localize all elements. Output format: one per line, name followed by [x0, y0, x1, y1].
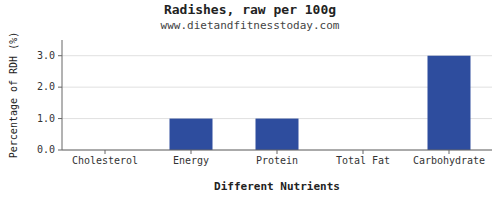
- y-tick-label: 3.0: [37, 50, 55, 61]
- x-tick-label: Cholesterol: [72, 155, 138, 166]
- x-tick-label: Protein: [256, 155, 298, 166]
- x-axis: Cholesterol Energy Protein Total Fat Carbohy…: [72, 150, 485, 166]
- y-tick-label: 2.0: [37, 81, 55, 92]
- y-axis-line: [62, 40, 63, 150]
- x-tick-label: Carbohydrate: [413, 155, 485, 166]
- y-tick: [58, 87, 62, 88]
- subtitle: www.dietandfitnesstoday.com: [161, 19, 340, 32]
- y-tick-label: 0.0: [37, 144, 55, 155]
- y-tick: [58, 118, 62, 119]
- y-axis: 0.0 1.0 2.0 3.0: [37, 50, 62, 155]
- y-tick: [58, 150, 62, 151]
- x-tick-label: Energy: [173, 155, 209, 166]
- bar: [170, 119, 213, 150]
- bar: [256, 119, 299, 150]
- x-tick: [191, 150, 192, 154]
- y-tick: [58, 55, 62, 56]
- grid: [62, 56, 492, 150]
- y-tick-label: 1.0: [37, 113, 55, 124]
- x-tick: [277, 150, 278, 154]
- bar: [428, 56, 471, 150]
- chart-container: Radishes, raw per 100g www.dietandfitness…: [0, 0, 500, 200]
- bars: [170, 56, 471, 150]
- title: Radishes, raw per 100g: [164, 2, 336, 17]
- x-axis-label: Different Nutrients: [214, 180, 340, 193]
- x-tick: [105, 150, 106, 154]
- x-tick: [363, 150, 364, 154]
- x-tick-label: Total Fat: [336, 155, 390, 166]
- x-tick: [449, 150, 450, 154]
- chart: Radishes, raw per 100g www.dietandfitness…: [0, 0, 500, 200]
- y-axis-label: Percentage of RDH (%): [8, 32, 19, 158]
